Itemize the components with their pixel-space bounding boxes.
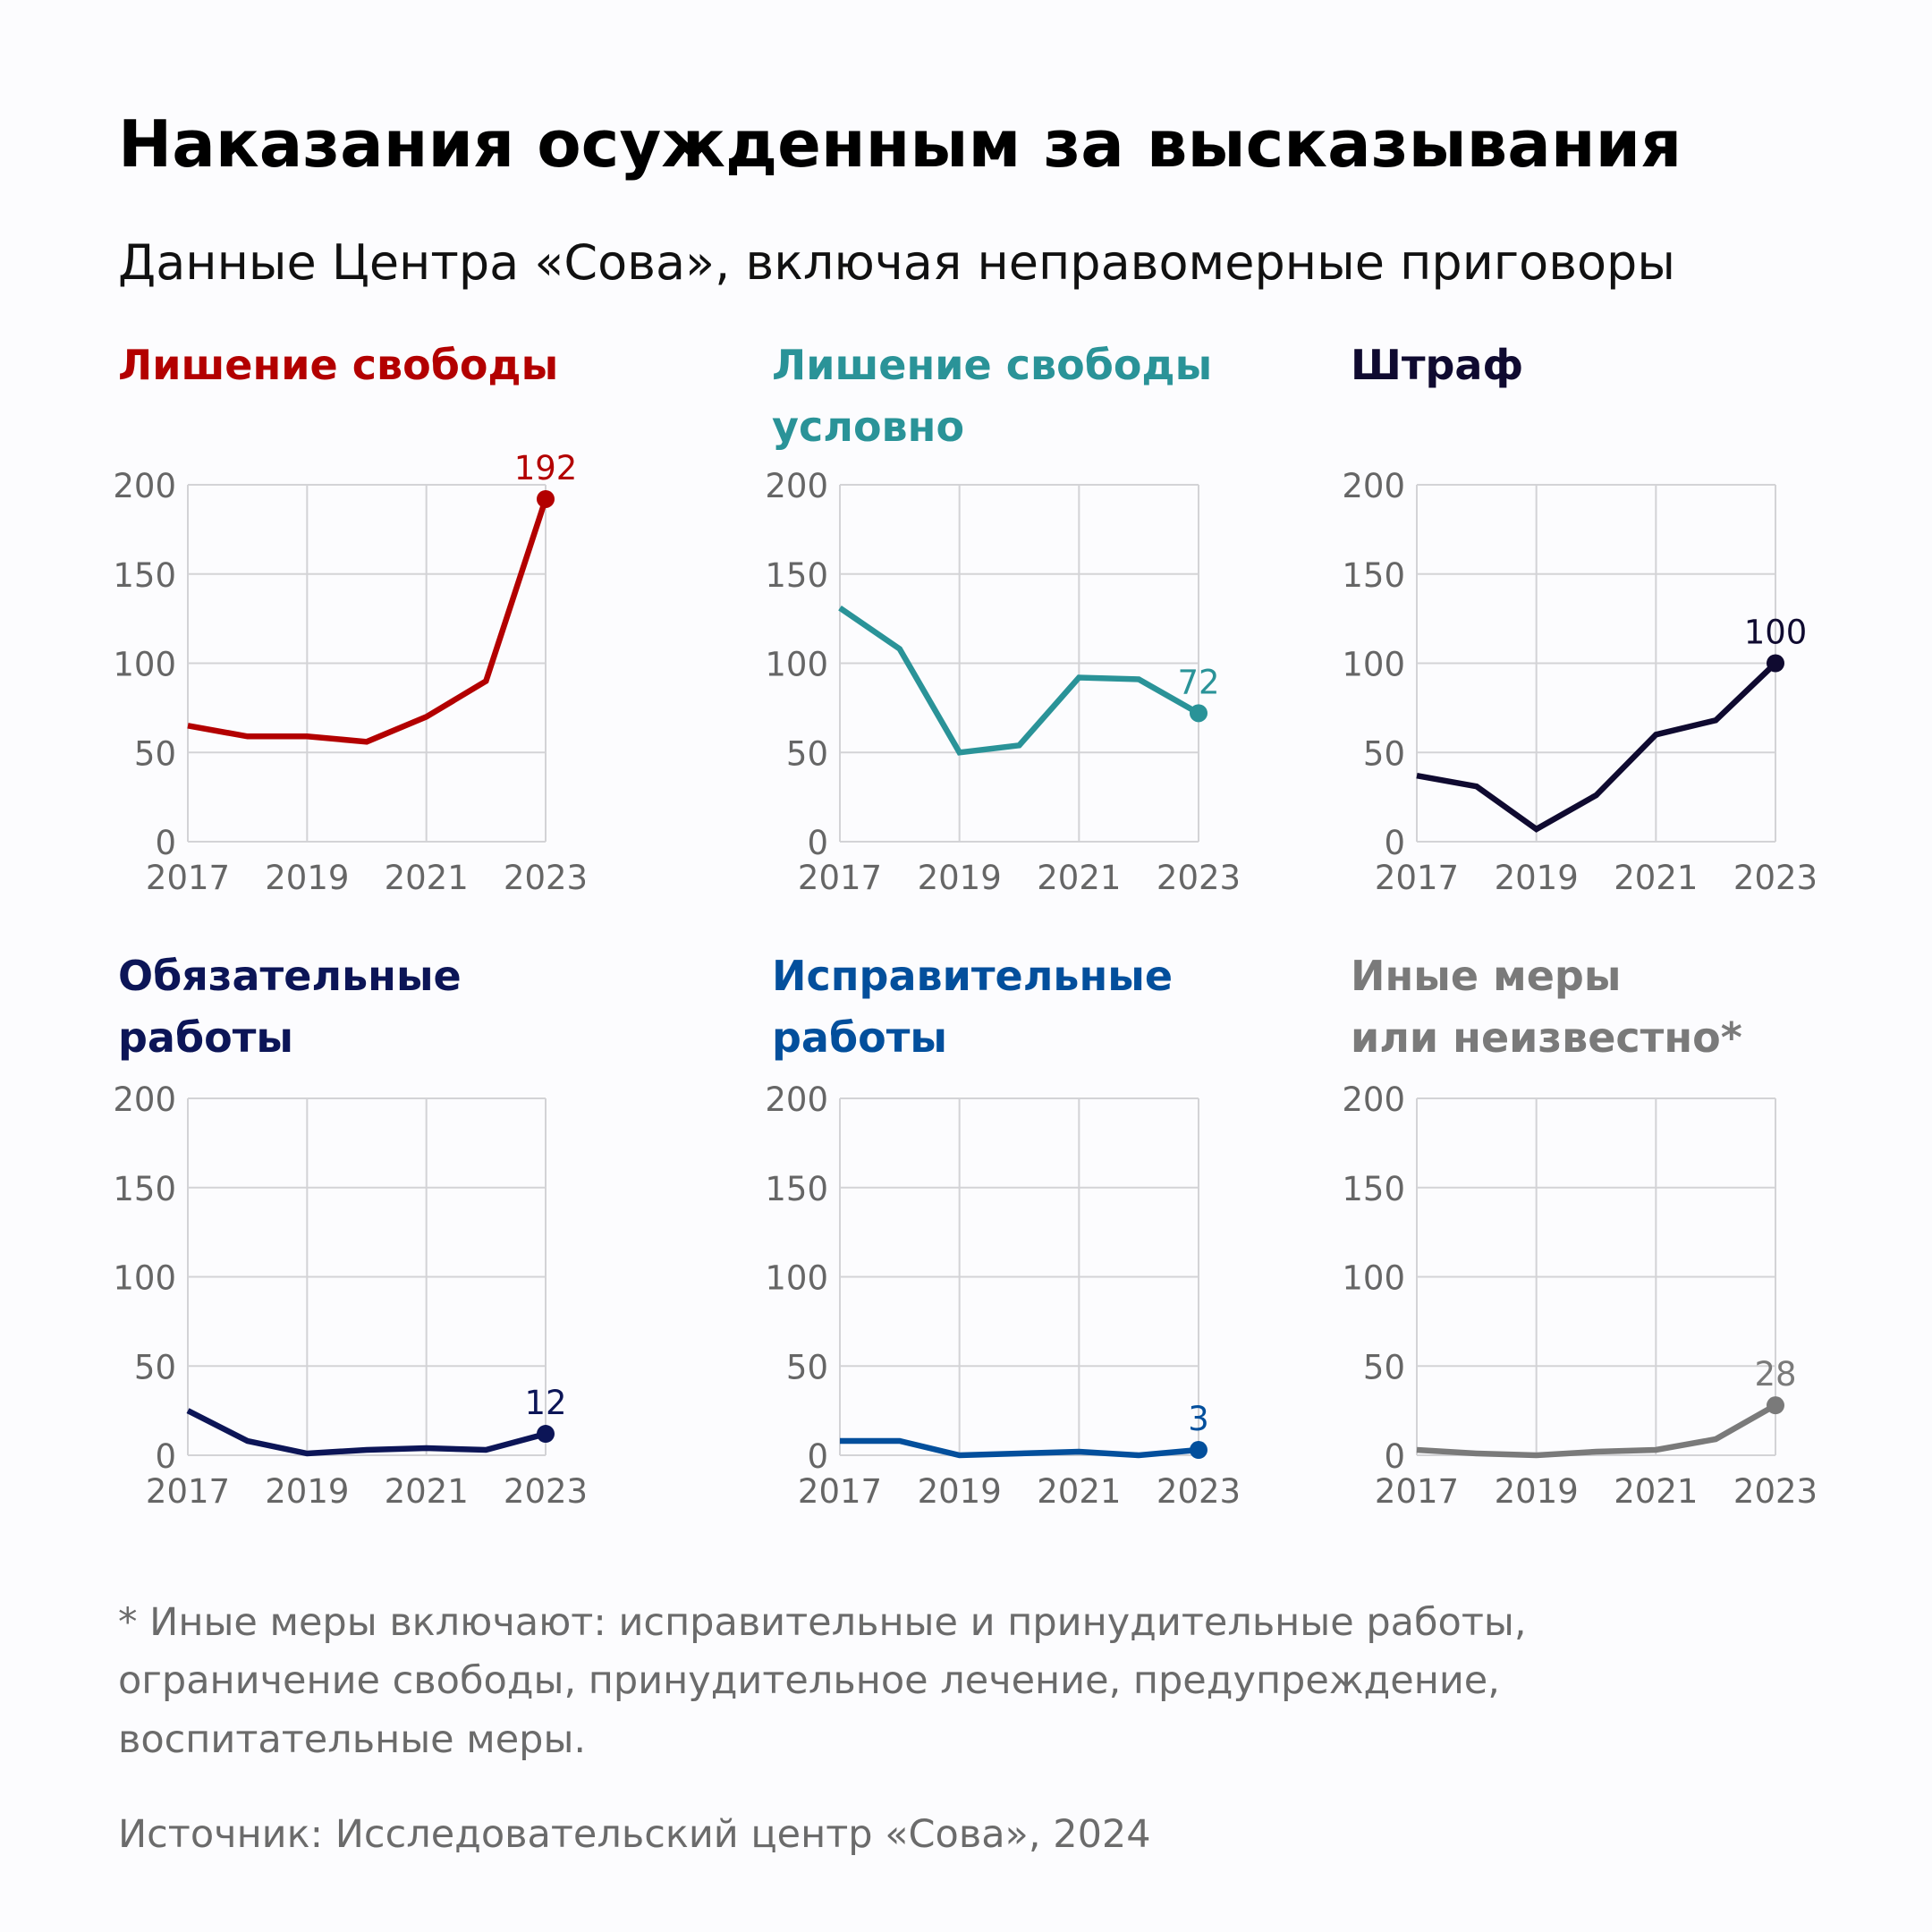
end-value-label: 28 [1754, 1355, 1796, 1394]
end-value-label: 100 [1744, 614, 1808, 652]
end-value-label: 12 [524, 1384, 566, 1422]
y-tick-label: 150 [1342, 1170, 1405, 1208]
x-tick-label: 2023 [1157, 1472, 1241, 1511]
x-tick-label: 2017 [146, 1472, 230, 1511]
chart-title: работы [772, 1013, 947, 1062]
x-tick-label: 2023 [1733, 1472, 1818, 1511]
small-multiples: Лишение свободы 0 50 100 150 200 2017 2019 2021 2… [113, 341, 1818, 1511]
chart-title: Лишение свободы [118, 341, 558, 389]
end-point-marker [1190, 704, 1208, 723]
series-line [840, 1437, 1199, 1459]
chart-panel: Лишение свободы условно 0 50 100 150 200 2017 20… [765, 341, 1241, 897]
chart-panel: Исправительные работы 0 50 100 150 200 2017 2019… [765, 952, 1241, 1511]
x-tick-label: 2023 [504, 1472, 588, 1511]
end-point-marker [537, 489, 555, 508]
y-tick-label: 50 [1363, 734, 1405, 773]
footnote-line-2: ограничение свободы, принудительное лече… [118, 1658, 1500, 1703]
chart-title: условно [772, 402, 964, 451]
end-point-marker [1190, 1441, 1208, 1460]
y-tick-label: 150 [765, 1170, 828, 1208]
page-title: Наказания осужденным за высказывания [118, 106, 1682, 182]
y-tick-label: 200 [1342, 1080, 1405, 1119]
y-tick-label: 150 [113, 1170, 176, 1208]
footnote-line-1: * Иные меры включают: исправительные и п… [118, 1600, 1527, 1645]
chart-title: Штраф [1351, 341, 1523, 389]
series-line [838, 606, 1200, 756]
y-tick-label: 100 [765, 1259, 828, 1298]
y-tick-label: 200 [765, 467, 828, 505]
source-note: Источник: Исследовательский центр «Сова»… [118, 1812, 1151, 1857]
chart-title: Лишение свободы [772, 341, 1212, 389]
x-tick-label: 2017 [146, 859, 230, 897]
y-tick-label: 150 [113, 556, 176, 595]
chart-title: Обязательные [118, 952, 462, 1000]
y-tick-label: 100 [113, 1259, 176, 1298]
y-tick-label: 200 [765, 1080, 828, 1119]
y-tick-label: 0 [155, 824, 176, 862]
y-tick-label: 0 [807, 824, 828, 862]
y-tick-label: 100 [113, 646, 176, 684]
y-tick-label: 100 [765, 646, 828, 684]
end-value-label: 3 [1188, 1400, 1209, 1438]
x-tick-label: 2023 [1733, 859, 1818, 897]
end-value-label: 192 [514, 449, 578, 487]
x-tick-label: 2023 [504, 859, 588, 897]
x-tick-label: 2021 [1614, 859, 1698, 897]
series-line [1416, 1402, 1777, 1459]
chart-title: работы [118, 1013, 293, 1062]
y-tick-label: 100 [1342, 646, 1405, 684]
end-point-marker [1767, 1396, 1784, 1415]
chart-title: Иные меры [1351, 952, 1621, 1000]
series-line [1416, 661, 1778, 833]
x-tick-label: 2019 [265, 1472, 349, 1511]
x-tick-label: 2017 [1375, 1472, 1459, 1511]
end-point-marker [537, 1425, 555, 1444]
chart-panel: Штраф 0 50 100 150 200 2017 2019 2021 2023 100 [1342, 341, 1818, 897]
y-tick-label: 200 [113, 467, 176, 505]
x-tick-label: 2021 [1037, 859, 1121, 897]
y-tick-label: 100 [1342, 1259, 1405, 1298]
chart-panel: Иные меры или неизвестно* 0 50 100 150 200 2017… [1342, 952, 1818, 1511]
chart-panel: Лишение свободы 0 50 100 150 200 2017 2019 2021 2… [113, 341, 588, 897]
x-tick-label: 2019 [1495, 1472, 1579, 1511]
y-tick-label: 50 [134, 1348, 176, 1386]
y-tick-label: 0 [155, 1437, 176, 1476]
x-tick-label: 2017 [798, 1472, 882, 1511]
series-line [187, 497, 549, 745]
y-tick-label: 200 [113, 1080, 176, 1119]
y-tick-label: 200 [1342, 467, 1405, 505]
y-tick-label: 50 [786, 1348, 828, 1386]
x-tick-label: 2019 [918, 1472, 1002, 1511]
page-subtitle: Данные Центра «Сова», включая неправомер… [118, 234, 1675, 291]
x-tick-label: 2017 [1375, 859, 1459, 897]
y-tick-label: 150 [765, 556, 828, 595]
y-tick-label: 150 [1342, 556, 1405, 595]
x-tick-label: 2021 [1037, 1472, 1121, 1511]
x-tick-label: 2021 [1614, 1472, 1698, 1511]
chart-panel: Обязательные работы 0 50 100 150 200 2017 2019 20… [113, 952, 588, 1511]
y-tick-label: 0 [1384, 824, 1405, 862]
x-tick-label: 2017 [798, 859, 882, 897]
y-tick-label: 0 [1384, 1437, 1405, 1476]
end-value-label: 72 [1177, 663, 1219, 701]
series-line [186, 1408, 547, 1457]
x-tick-label: 2021 [385, 1472, 469, 1511]
y-tick-label: 0 [807, 1437, 828, 1476]
y-tick-label: 50 [786, 734, 828, 773]
x-tick-label: 2019 [918, 859, 1002, 897]
x-tick-label: 2023 [1157, 859, 1241, 897]
chart-title: Исправительные [772, 952, 1173, 1000]
x-tick-label: 2019 [1495, 859, 1579, 897]
y-tick-label: 50 [134, 734, 176, 773]
end-point-marker [1767, 654, 1784, 673]
x-tick-label: 2019 [265, 859, 349, 897]
y-tick-label: 50 [1363, 1348, 1405, 1386]
chart-title: или неизвестно* [1351, 1013, 1742, 1062]
x-tick-label: 2021 [385, 859, 469, 897]
footnote-line-3: воспитательные меры. [118, 1717, 586, 1762]
